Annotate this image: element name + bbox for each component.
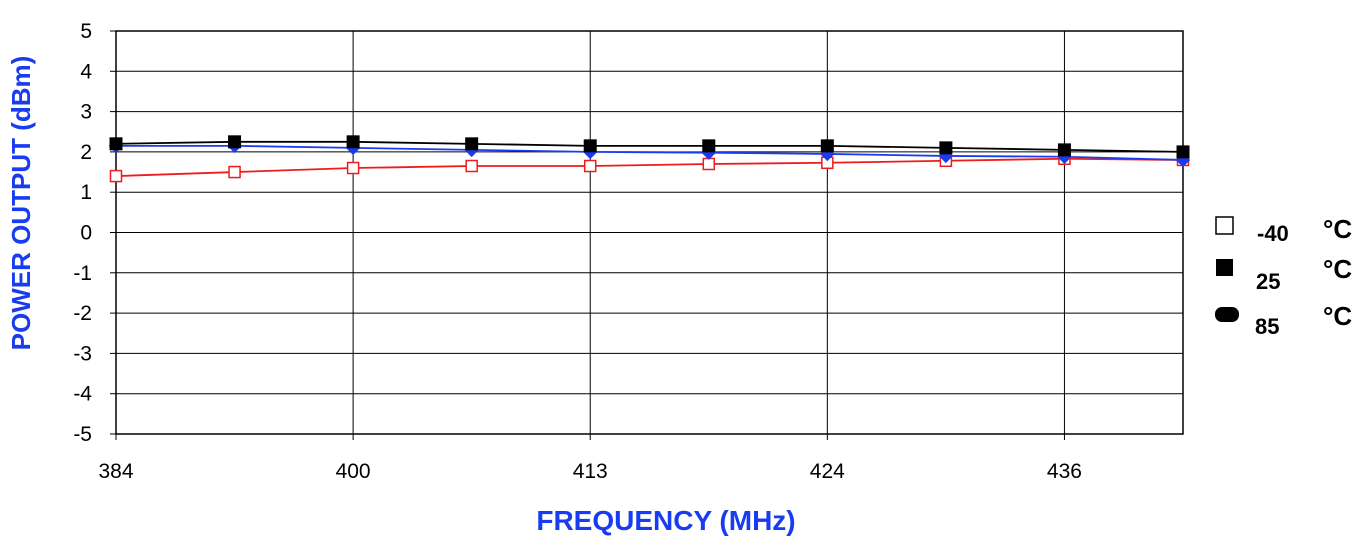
- series--40: [109, 152, 1190, 183]
- y-tick-label: -4: [73, 383, 92, 406]
- y-tick-label: -3: [73, 342, 92, 365]
- data-point: [346, 135, 360, 149]
- series-line: [116, 144, 1184, 161]
- legend-marker: [1215, 307, 1239, 322]
- x-tick-label: 400: [336, 460, 371, 483]
- legend-item--40: -40 °C: [1215, 214, 1352, 246]
- data-point: [583, 139, 597, 153]
- data-point: [939, 141, 953, 155]
- series-layer: [108, 135, 1191, 183]
- x-tick-label: 424: [810, 460, 845, 483]
- x-axis-tick-labels: 384 400 413 424 436: [98, 460, 1081, 483]
- series-line: [115, 140, 1184, 153]
- legend: -40 °C 25 °C 85 °C: [1215, 214, 1352, 339]
- data-point: [109, 169, 123, 183]
- data-point: [465, 137, 479, 151]
- legend-label: 25: [1256, 269, 1280, 294]
- legend-unit: °C: [1323, 301, 1352, 331]
- y-axis-tick-labels: 5 4 3 2 1 0 -1 -2 -3 -4 -5: [73, 20, 92, 446]
- plot-area-frame: [115, 30, 1184, 435]
- legend-label: 85: [1255, 314, 1279, 339]
- y-tick-label: -5: [73, 423, 92, 446]
- legend-marker: [1215, 216, 1234, 235]
- y-tick-label: 5: [80, 20, 92, 43]
- chart-grid: [110, 30, 1183, 440]
- x-tick-label: 384: [98, 460, 133, 483]
- y-tick-label: 0: [80, 222, 92, 245]
- data-point: [465, 159, 478, 173]
- y-tick-label: 1: [80, 181, 92, 204]
- legend-unit: °C: [1323, 214, 1352, 244]
- data-point: [228, 135, 242, 149]
- series-25: [109, 135, 1190, 159]
- y-tick-label: -1: [73, 262, 92, 285]
- legend-marker: [1216, 259, 1233, 276]
- data-point: [702, 139, 716, 153]
- series-85: [108, 138, 1191, 168]
- data-point: [346, 161, 360, 175]
- legend-unit: °C: [1323, 254, 1352, 284]
- data-point: [109, 137, 123, 151]
- legend-label: -40: [1257, 221, 1289, 246]
- x-tick-label: 436: [1047, 460, 1082, 483]
- y-tick-label: 2: [80, 141, 92, 164]
- data-point: [583, 159, 597, 173]
- y-tick-label: 4: [80, 60, 92, 83]
- y-tick-label: -2: [73, 302, 92, 325]
- data-point: [1057, 143, 1071, 157]
- legend-item-85: 85 °C: [1215, 301, 1352, 339]
- legend-item-25: 25 °C: [1216, 254, 1352, 294]
- data-point: [228, 165, 241, 179]
- x-axis-title: FREQUENCY (MHz): [536, 505, 795, 536]
- data-point: [1176, 145, 1190, 159]
- data-point: [702, 157, 716, 171]
- x-tick-label: 413: [573, 460, 608, 483]
- data-point: [820, 139, 834, 153]
- y-axis-title: POWER OUTPUT (dBm): [6, 56, 36, 351]
- y-tick-label: 3: [80, 101, 92, 124]
- series-line: [115, 157, 1184, 177]
